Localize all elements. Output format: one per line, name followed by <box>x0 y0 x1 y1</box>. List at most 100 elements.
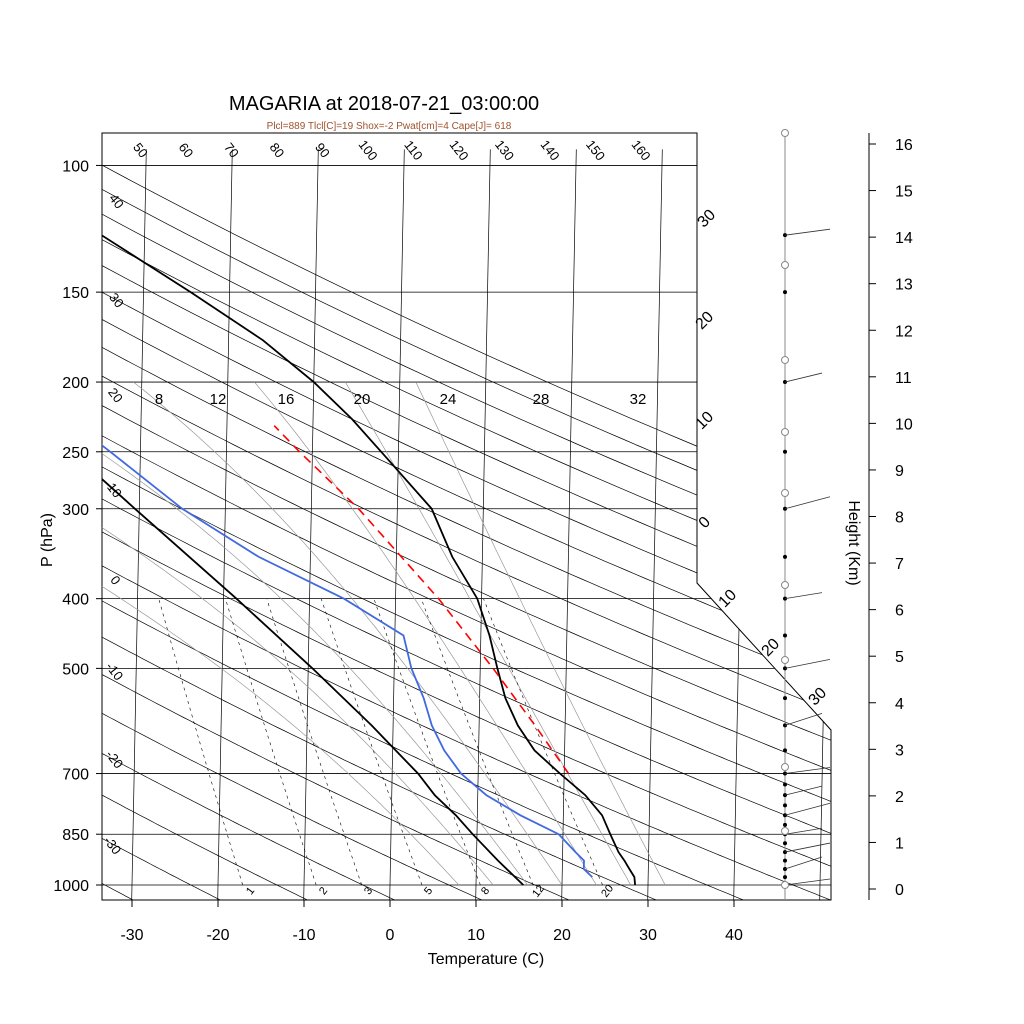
mixing-ratio-label: 1 <box>244 885 257 897</box>
moist-adiabat-label: 12 <box>210 391 227 408</box>
dry-adiabat-label: 120 <box>446 137 471 163</box>
moist-adiabat-label: 28 <box>533 391 550 408</box>
isotherm-line <box>303 149 319 900</box>
wind-calm-circle <box>781 261 789 269</box>
wind-calm-circle <box>781 827 789 835</box>
height-tick-label: 10 <box>895 416 913 433</box>
dry-adiabat-line <box>102 149 831 900</box>
height-tick-label: 5 <box>895 649 904 666</box>
isotherm-label: -20 <box>103 747 126 771</box>
height-tick-label: 15 <box>895 184 913 201</box>
moist-adiabat-label: 16 <box>278 391 295 408</box>
height-tick-label: 6 <box>895 603 904 620</box>
isotherm-line <box>647 149 663 900</box>
wind-barb <box>784 878 831 886</box>
wind-barb <box>784 767 831 774</box>
height-tick-label: 1 <box>895 835 904 852</box>
wind-profile <box>781 129 831 900</box>
wind-barb <box>784 372 823 383</box>
isotherm-label: 30 <box>106 290 127 311</box>
wind-barb <box>784 785 823 796</box>
wind-dot <box>783 822 787 827</box>
moist-adiabat-line <box>102 381 494 886</box>
y-tick-label: 150 <box>62 285 89 302</box>
wind-calm-circle <box>781 356 789 364</box>
y-tick-label: 700 <box>62 767 89 784</box>
sounding-profiles <box>102 164 636 886</box>
mixing-ratio-line <box>320 598 423 886</box>
dry-adiabat-label: 140 <box>537 137 562 163</box>
isotherm-line <box>131 149 147 900</box>
y-tick-label: 850 <box>62 827 89 844</box>
mixing-ratio-line <box>225 598 317 886</box>
wind-barb <box>784 802 831 816</box>
dry-adiabat-line <box>102 149 831 900</box>
mixing-ratio-line <box>158 598 243 886</box>
isotherm-line <box>217 149 233 900</box>
dry-adiabat-label: 80 <box>267 140 288 161</box>
moist-adiabat-label: 24 <box>440 391 457 408</box>
isotherm-label: 20 <box>693 308 718 333</box>
dry-adiabat-label: 110 <box>401 137 426 163</box>
dry-adiabat-label: 50 <box>130 140 151 161</box>
mixing-ratio-label: 2 <box>317 885 330 897</box>
isotherm-label: -30 <box>101 833 124 857</box>
mixing-ratio-line <box>483 598 603 886</box>
moist-adiabat-line <box>133 381 563 886</box>
moist-adiabat-label: 8 <box>155 391 163 408</box>
wind-dot <box>783 782 787 787</box>
wind-calm-circle <box>781 763 789 771</box>
dry-adiabat-label: 160 <box>628 137 653 163</box>
moist-adiabat-label: 20 <box>354 391 371 408</box>
isotherm-label: 40 <box>106 191 127 212</box>
plot-frame <box>101 132 832 901</box>
dry-adiabat-line <box>102 149 831 900</box>
y-tick-label: 500 <box>62 661 89 678</box>
x-tick-label: -20 <box>206 927 229 944</box>
moist-adiabat-line <box>254 381 597 886</box>
x-tick-label: -30 <box>120 927 143 944</box>
wind-calm-circle <box>781 428 789 436</box>
y-tick-label: 400 <box>62 592 89 609</box>
wind-dot <box>783 875 787 880</box>
height-axis-title: Height (Km) <box>845 500 862 585</box>
wind-barb <box>784 496 831 510</box>
height-tick-label: 14 <box>895 230 913 247</box>
isotherm-line <box>561 149 577 900</box>
wind-barb <box>784 856 823 870</box>
height-tick-label: 12 <box>895 323 913 340</box>
wind-dot <box>783 803 787 808</box>
x-tick-label: 40 <box>725 927 743 944</box>
wind-calm-circle <box>781 581 789 589</box>
isotherm-label: 20 <box>105 385 126 406</box>
mixing-ratio-line <box>373 598 481 886</box>
dry-adiabat-label: 60 <box>176 140 197 161</box>
x-tick-label: 0 <box>386 927 395 944</box>
isotherm-line <box>906 149 921 900</box>
y-tick-label: 250 <box>62 445 89 462</box>
moist-adiabat-line <box>344 381 632 886</box>
height-tick-label: 13 <box>895 277 913 294</box>
chart-subtitle: Plcl=889 Tlcl[C]=19 Shox=-2 Pwat[cm]=4 C… <box>267 121 512 132</box>
dry-adiabat-line <box>102 149 483 900</box>
height-tick-label: 4 <box>895 696 904 713</box>
x-tick-label: 10 <box>467 927 485 944</box>
moist-adiabat-line <box>102 381 528 886</box>
x-tick-label: -10 <box>292 927 315 944</box>
dry-adiabat-line <box>102 149 831 900</box>
dry-adiabat-line <box>102 149 831 900</box>
mixing-ratio-label: 12 <box>530 883 547 900</box>
wind-dot <box>783 449 787 454</box>
isotherm-label: 10 <box>693 408 718 433</box>
dry-adiabat-label: 130 <box>492 137 517 163</box>
temperature-profile <box>102 194 636 886</box>
dry-adiabat-line <box>102 149 831 900</box>
wind-calm-circle <box>781 881 789 889</box>
wind-calm-circle <box>781 489 789 497</box>
wind-dot <box>783 633 787 638</box>
height-tick-label: 2 <box>895 789 904 806</box>
dry-adiabat-line <box>102 149 831 900</box>
